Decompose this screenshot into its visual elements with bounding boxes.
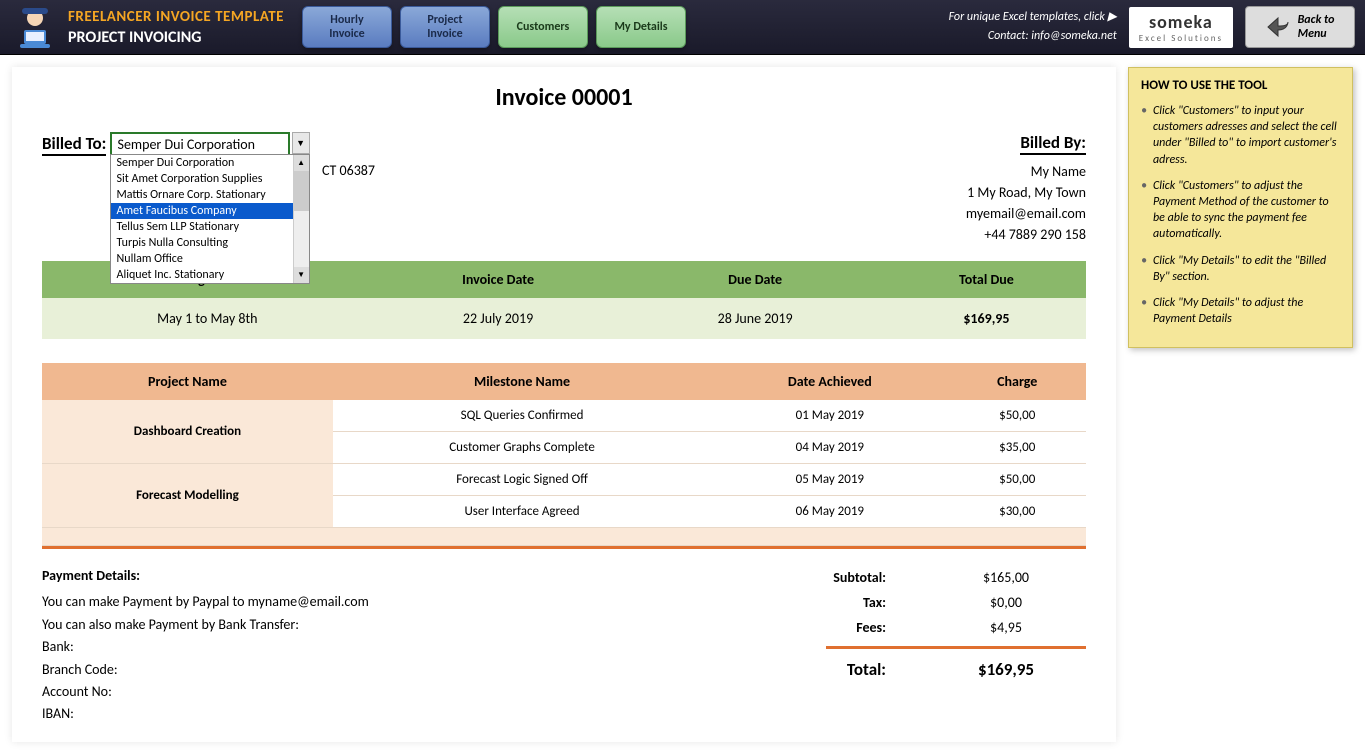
date-value: 22 July 2019 <box>373 298 624 339</box>
payment-line: You can also make Payment by Bank Transf… <box>42 614 369 636</box>
divider-rule <box>42 546 1086 549</box>
project-cell: $50,00 <box>948 400 1086 432</box>
date-value: $169,95 <box>887 298 1086 339</box>
dropdown-option[interactable]: Nullam Office <box>111 251 309 267</box>
project-cell: 05 May 2019 <box>711 464 948 496</box>
dropdown-arrow-icon[interactable]: ▼ <box>292 132 310 154</box>
project-cell: $50,00 <box>948 464 1086 496</box>
project-row: Forecast ModellingForecast Logic Signed … <box>42 464 1086 496</box>
payment-iban: IBAN: <box>42 703 369 725</box>
project-name-cell: Forecast Modelling <box>42 464 333 528</box>
project-header: Charge <box>948 363 1086 400</box>
help-item: Click "My Details" to edit the "Billed B… <box>1141 253 1340 285</box>
scroll-down-icon[interactable]: ▼ <box>294 267 309 283</box>
totals-wrap: Payment Details: You can make Payment by… <box>42 565 1086 726</box>
customer-dropdown-list: Semper Dui CorporationSit Amet Corporati… <box>110 154 310 284</box>
dropdown-option[interactable]: Aliquet Inc. Stationary <box>111 267 309 283</box>
help-item: Click "Customers" to adjust the Payment … <box>1141 178 1340 243</box>
hourly-invoice-button[interactable]: Hourly Invoice <box>302 6 392 48</box>
app-logo-icon <box>10 2 60 52</box>
address-partial: CT 06387 <box>322 162 375 179</box>
project-invoice-button[interactable]: Project Invoice <box>400 6 490 48</box>
blank-row <box>42 528 1086 546</box>
project-header: Date Achieved <box>711 363 948 400</box>
project-cell: SQL Queries Confirmed <box>333 400 711 432</box>
biller-address: 1 My Road, My Town <box>966 182 1086 203</box>
main-area: Invoice 00001 Billed To: Semper Dui Corp… <box>0 55 1365 754</box>
billing-row: Billed To: Semper Dui Corporation ▼ Semp… <box>12 132 1116 245</box>
header-titles: FREELANCER INVOICE TEMPLATE PROJECT INVO… <box>68 8 284 47</box>
project-cell: Customer Graphs Complete <box>333 432 711 464</box>
dropdown-option[interactable]: Mattis Ornare Corp. Stationary <box>111 187 309 203</box>
payment-details-title: Payment Details: <box>42 565 369 587</box>
biller-email: myemail@email.com <box>966 203 1086 224</box>
dropdown-option[interactable]: Amet Faucibus Company <box>111 203 309 219</box>
project-cell: 04 May 2019 <box>711 432 948 464</box>
billed-to-section: Billed To: Semper Dui Corporation ▼ Semp… <box>42 132 290 245</box>
payment-details: Payment Details: You can make Payment by… <box>42 565 369 726</box>
date-header: Invoice Date <box>373 261 624 298</box>
project-header: Milestone Name <box>333 363 711 400</box>
date-value: May 1 to May 8th <box>42 298 373 339</box>
help-item: Click "Customers" to input your customer… <box>1141 103 1340 168</box>
payment-branch: Branch Code: <box>42 659 369 681</box>
invoice-title: Invoice 00001 <box>12 83 1116 112</box>
my-details-button[interactable]: My Details <box>596 6 686 48</box>
dropdown-option[interactable]: Tellus Sem LLP Stationary <box>111 219 309 235</box>
project-name-cell: Dashboard Creation <box>42 400 333 464</box>
projects-table: Project NameMilestone NameDate AchievedC… <box>42 363 1086 546</box>
header-promo-text: For unique Excel templates, click ▶ Cont… <box>949 8 1117 46</box>
totals-rule <box>826 646 1086 649</box>
invoice-panel: Invoice 00001 Billed To: Semper Dui Corp… <box>12 67 1116 742</box>
back-to-menu-button[interactable]: Back to Menu <box>1245 6 1355 48</box>
grand-total-row: Total: $169,95 <box>766 655 1086 684</box>
back-arrow-icon <box>1266 16 1292 38</box>
dropdown-option[interactable]: Semper Dui Corporation <box>111 155 309 171</box>
help-panel: HOW TO USE THE TOOL Click "Customers" to… <box>1128 67 1353 348</box>
payment-line: You can make Payment by Paypal to myname… <box>42 591 369 613</box>
dropdown-option[interactable]: Turpis Nulla Consulting <box>111 235 309 251</box>
biller-name: My Name <box>966 161 1086 182</box>
someka-logo[interactable]: someka Excel Solutions <box>1129 7 1233 48</box>
header-title-main: FREELANCER INVOICE TEMPLATE <box>68 8 284 26</box>
project-header: Project Name <box>42 363 333 400</box>
project-cell: User Interface Agreed <box>333 496 711 528</box>
project-cell: Forecast Logic Signed Off <box>333 464 711 496</box>
date-header: Total Due <box>887 261 1086 298</box>
scroll-thumb[interactable] <box>294 171 309 211</box>
dropdown-option[interactable]: Sit Amet Corporation Supplies <box>111 171 309 187</box>
tax-row: Tax: $0,00 <box>766 590 1086 615</box>
app-header: FREELANCER INVOICE TEMPLATE PROJECT INVO… <box>0 0 1365 55</box>
project-cell: $30,00 <box>948 496 1086 528</box>
header-right: For unique Excel templates, click ▶ Cont… <box>949 6 1355 48</box>
project-cell: $35,00 <box>948 432 1086 464</box>
project-cell: 06 May 2019 <box>711 496 948 528</box>
customers-button[interactable]: Customers <box>498 6 588 48</box>
help-item: Click "My Details" to adjust the Payment… <box>1141 295 1340 327</box>
subtotal-row: Subtotal: $165,00 <box>766 565 1086 590</box>
header-title-sub: PROJECT INVOICING <box>68 28 284 47</box>
customer-dropdown[interactable]: Semper Dui Corporation ▼ Semper Dui Corp… <box>110 132 290 157</box>
fees-row: Fees: $4,95 <box>766 615 1086 640</box>
help-list: Click "Customers" to input your customer… <box>1141 103 1340 327</box>
biller-phone: +44 7889 290 158 <box>966 224 1086 245</box>
date-value: 28 June 2019 <box>623 298 886 339</box>
help-title: HOW TO USE THE TOOL <box>1141 78 1340 93</box>
billed-by-label: Billed By: <box>1020 132 1086 155</box>
scroll-up-icon[interactable]: ▲ <box>294 155 309 171</box>
billed-to-label: Billed To: <box>42 133 106 156</box>
payment-bank: Bank: <box>42 636 369 658</box>
project-cell: 01 May 2019 <box>711 400 948 432</box>
billed-by-section: Billed By: My Name 1 My Road, My Town my… <box>966 132 1086 245</box>
dropdown-scrollbar[interactable]: ▲ ▼ <box>293 155 309 283</box>
nav-buttons: Hourly Invoice Project Invoice Customers… <box>302 6 686 48</box>
project-row: Dashboard CreationSQL Queries Confirmed0… <box>42 400 1086 432</box>
totals-section: Subtotal: $165,00 Tax: $0,00 Fees: $4,95… <box>766 565 1086 726</box>
date-header: Due Date <box>623 261 886 298</box>
